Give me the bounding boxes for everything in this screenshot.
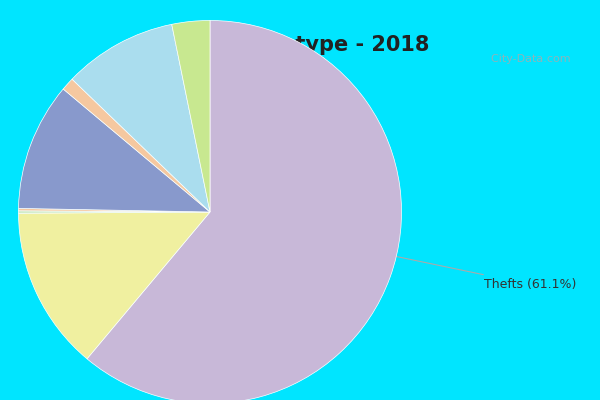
Text: Arson (0.2%): Arson (0.2%) — [35, 211, 145, 237]
Wedge shape — [63, 79, 210, 212]
Wedge shape — [87, 20, 401, 400]
Wedge shape — [19, 211, 210, 213]
Text: Burglaries (9.6%): Burglaries (9.6%) — [87, 98, 196, 110]
Wedge shape — [172, 20, 210, 212]
Text: Auto thefts (10.8%): Auto thefts (10.8%) — [47, 171, 169, 191]
Text: Murders (0.2%): Murders (0.2%) — [35, 214, 187, 364]
Text: Robberies (3.2%): Robberies (3.2%) — [171, 52, 279, 92]
Text: Rapes (1.1%): Rapes (1.1%) — [70, 133, 154, 149]
Wedge shape — [19, 89, 210, 212]
Wedge shape — [19, 212, 210, 359]
Wedge shape — [19, 208, 210, 212]
Text: Assaults (13.8%): Assaults (13.8%) — [52, 264, 181, 322]
Wedge shape — [72, 24, 210, 212]
Text: Crimes by type - 2018: Crimes by type - 2018 — [171, 35, 429, 55]
Text: Thefts (61.1%): Thefts (61.1%) — [379, 253, 577, 291]
Text: City-Data.com: City-Data.com — [484, 54, 571, 64]
